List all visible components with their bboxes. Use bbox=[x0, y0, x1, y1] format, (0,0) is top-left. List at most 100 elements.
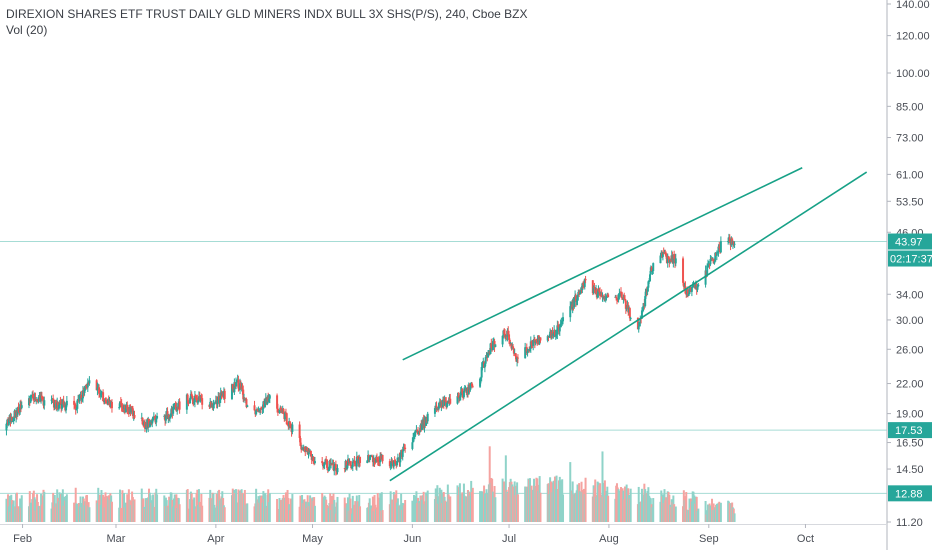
candle-body bbox=[213, 403, 216, 405]
candle-body bbox=[130, 407, 133, 413]
candle-body bbox=[553, 330, 556, 336]
candle-body bbox=[148, 423, 151, 428]
candle-body bbox=[426, 413, 429, 422]
candle-body bbox=[516, 357, 519, 359]
candle-body bbox=[481, 364, 484, 368]
candle-body bbox=[99, 393, 102, 396]
candle-body bbox=[144, 428, 147, 430]
candle-body bbox=[489, 343, 492, 354]
candle-body bbox=[620, 292, 623, 298]
candle-body bbox=[50, 399, 53, 401]
volume-bar bbox=[255, 488, 258, 522]
candle-body bbox=[156, 416, 159, 419]
volume-bar bbox=[584, 477, 587, 522]
volume-bar bbox=[201, 505, 204, 522]
candle-body bbox=[689, 288, 692, 290]
candle-body bbox=[323, 462, 326, 466]
candle-body bbox=[624, 298, 627, 301]
candle-body bbox=[199, 395, 202, 401]
upper-trendline[interactable] bbox=[402, 167, 803, 361]
candle-body bbox=[526, 351, 529, 354]
volume-bar bbox=[685, 492, 688, 522]
candle-body bbox=[277, 411, 280, 413]
candle-body bbox=[625, 308, 628, 310]
y-tick-label: 26.00 bbox=[896, 344, 924, 356]
candle-body bbox=[88, 380, 91, 384]
candle-body bbox=[174, 405, 177, 408]
volume-bar bbox=[652, 498, 655, 522]
candle-body bbox=[231, 384, 234, 389]
trendline-layer[interactable] bbox=[389, 167, 868, 482]
volume-bar bbox=[504, 455, 507, 522]
volume-bar bbox=[20, 495, 23, 522]
candle-body bbox=[83, 390, 86, 393]
candle-body bbox=[168, 414, 171, 419]
candle-body bbox=[530, 341, 533, 345]
candle-body bbox=[73, 400, 76, 405]
candle-body bbox=[503, 330, 506, 334]
volume-bar bbox=[695, 496, 698, 522]
volume-bar bbox=[119, 489, 122, 522]
candle-body bbox=[185, 394, 188, 410]
candle-body bbox=[717, 246, 720, 253]
candle-body bbox=[433, 408, 436, 414]
candle-body bbox=[289, 425, 292, 428]
candle-body bbox=[190, 393, 193, 396]
x-tick-label: Jun bbox=[404, 533, 422, 545]
candle-body bbox=[121, 406, 124, 409]
volume-bar bbox=[178, 504, 181, 522]
volume-bar bbox=[346, 497, 349, 522]
candle-body bbox=[390, 460, 393, 466]
candle-body bbox=[43, 400, 46, 406]
candle-body bbox=[459, 391, 462, 397]
candle-body bbox=[718, 246, 721, 249]
candle-body bbox=[214, 402, 217, 404]
candle-body bbox=[84, 385, 87, 391]
candle-body bbox=[604, 297, 607, 299]
volume-bar bbox=[389, 491, 392, 522]
candle-body bbox=[65, 405, 68, 411]
candle-body bbox=[487, 353, 490, 358]
indicator-label: Vol (20) bbox=[6, 23, 48, 37]
candle-body bbox=[351, 461, 354, 467]
candle-body bbox=[345, 461, 348, 469]
candle-body bbox=[65, 400, 68, 406]
candle-body bbox=[53, 403, 56, 408]
candle-body bbox=[715, 252, 718, 256]
candle-body bbox=[235, 380, 238, 383]
candle-body bbox=[458, 396, 461, 399]
candle-body bbox=[512, 346, 515, 349]
candle-body bbox=[263, 399, 266, 408]
candle-body bbox=[560, 322, 563, 324]
x-tick-label: Sep bbox=[699, 533, 719, 545]
candle-body bbox=[516, 357, 519, 362]
candle-body bbox=[461, 389, 464, 394]
candle-body bbox=[644, 288, 647, 297]
candle-body bbox=[444, 399, 447, 402]
price-level-badge bbox=[888, 485, 932, 502]
x-tick-label: Feb bbox=[13, 533, 32, 545]
y-tick-label: 100.00 bbox=[896, 68, 930, 80]
candle-body bbox=[305, 450, 308, 452]
lower-trendline[interactable] bbox=[389, 171, 868, 482]
candle-body bbox=[412, 437, 415, 443]
volume-bar bbox=[351, 495, 354, 522]
volume-bar bbox=[282, 495, 285, 522]
candle-body bbox=[644, 296, 647, 307]
candle-body bbox=[309, 450, 312, 455]
candle-body bbox=[312, 457, 315, 462]
candle-body bbox=[402, 447, 405, 451]
candle-body bbox=[712, 258, 715, 264]
volume-bar bbox=[539, 492, 542, 522]
candle-body bbox=[141, 417, 144, 425]
candle-body bbox=[667, 256, 670, 259]
candle-body bbox=[470, 383, 473, 387]
last-price-badge bbox=[888, 233, 932, 250]
candle-body bbox=[131, 407, 134, 409]
candle-body bbox=[102, 392, 105, 402]
candle-body bbox=[118, 407, 121, 409]
candle-body bbox=[302, 446, 305, 450]
candle-body bbox=[81, 390, 84, 399]
volume-bar bbox=[329, 493, 332, 522]
